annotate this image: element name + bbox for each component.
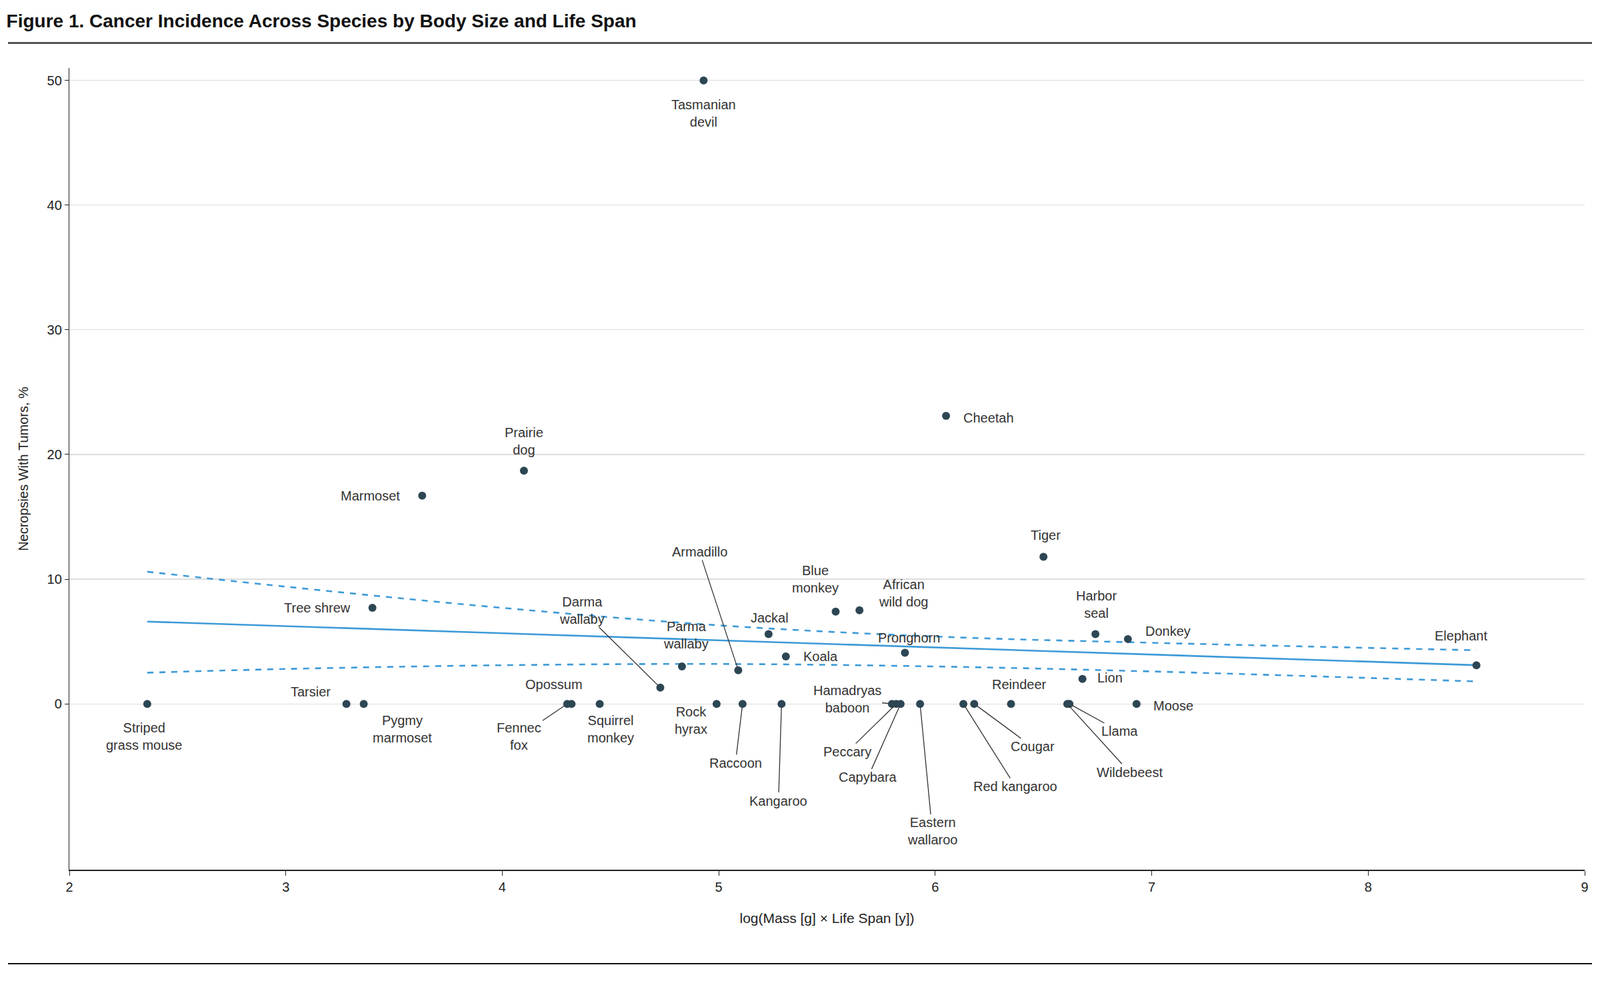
svg-text:Rockhyrax: Rockhyrax [674, 704, 708, 737]
svg-text:30: 30 [47, 322, 62, 338]
svg-text:Harborseal: Harborseal [1076, 588, 1117, 621]
svg-text:Wildebeest: Wildebeest [1096, 765, 1163, 780]
svg-text:Capybara: Capybara [838, 770, 898, 785]
svg-text:Hamadryasbaboon: Hamadryasbaboon [813, 683, 882, 716]
svg-text:40: 40 [47, 198, 62, 213]
svg-text:Kangaroo: Kangaroo [749, 794, 808, 809]
svg-text:Tasmaniandevil: Tasmaniandevil [671, 97, 736, 130]
svg-text:Moose: Moose [1153, 698, 1194, 714]
svg-text:Jackal: Jackal [750, 610, 789, 626]
svg-text:Tiger: Tiger [1030, 528, 1061, 543]
svg-text:5: 5 [715, 880, 723, 895]
svg-text:Pronghorn: Pronghorn [878, 630, 940, 646]
svg-text:Armadillo: Armadillo [672, 544, 728, 560]
svg-text:Stripedgrass mouse: Stripedgrass mouse [106, 720, 183, 753]
svg-text:Africanwild dog: Africanwild dog [878, 577, 928, 610]
svg-text:9: 9 [1580, 880, 1588, 895]
svg-text:log(Mass [g] × Life Span [y]): log(Mass [g] × Life Span [y]) [739, 910, 914, 926]
svg-text:Reindeer: Reindeer [992, 677, 1047, 692]
svg-text:10: 10 [47, 572, 62, 587]
svg-text:Squirrelmonkey: Squirrelmonkey [587, 713, 634, 746]
svg-text:Raccoon: Raccoon [709, 756, 762, 771]
svg-text:7: 7 [1148, 880, 1156, 895]
svg-text:Fennecfox: Fennecfox [496, 720, 542, 753]
svg-text:Figure 1. Cancer Incidence Acr: Figure 1. Cancer Incidence Across Specie… [6, 10, 637, 32]
svg-text:Donkey: Donkey [1145, 624, 1191, 639]
svg-text:Cougar: Cougar [1010, 739, 1055, 754]
svg-text:Opossum: Opossum [525, 677, 583, 692]
svg-text:4: 4 [498, 880, 506, 895]
svg-text:8: 8 [1364, 880, 1372, 895]
svg-text:Marmoset: Marmoset [340, 488, 400, 504]
svg-text:6: 6 [931, 880, 939, 895]
svg-text:2: 2 [65, 880, 73, 895]
svg-text:Parmawallaby: Parmawallaby [663, 619, 709, 652]
svg-text:Easternwallaroo: Easternwallaroo [907, 815, 958, 848]
svg-text:Darmawallaby: Darmawallaby [559, 594, 605, 627]
svg-text:Lion: Lion [1097, 670, 1123, 686]
svg-text:20: 20 [47, 447, 62, 462]
svg-text:Bluemonkey: Bluemonkey [792, 563, 839, 596]
svg-text:3: 3 [282, 880, 290, 895]
svg-text:Peccary: Peccary [823, 744, 872, 760]
svg-text:Koala: Koala [803, 649, 838, 664]
svg-text:Prairiedog: Prairiedog [504, 425, 544, 458]
svg-text:Llama: Llama [1101, 724, 1138, 739]
svg-text:Red kangaroo: Red kangaroo [973, 779, 1058, 794]
svg-text:0: 0 [54, 696, 62, 712]
svg-text:Pygmymarmoset: Pygmymarmoset [372, 713, 432, 746]
svg-text:50: 50 [47, 73, 62, 88]
svg-text:Tree shrew: Tree shrew [284, 600, 351, 616]
svg-text:Cheetah: Cheetah [963, 410, 1014, 426]
svg-text:Necropsies With Tumors, %: Necropsies With Tumors, % [16, 386, 31, 552]
svg-text:Tarsier: Tarsier [290, 684, 331, 700]
svg-text:Elephant: Elephant [1434, 628, 1488, 644]
